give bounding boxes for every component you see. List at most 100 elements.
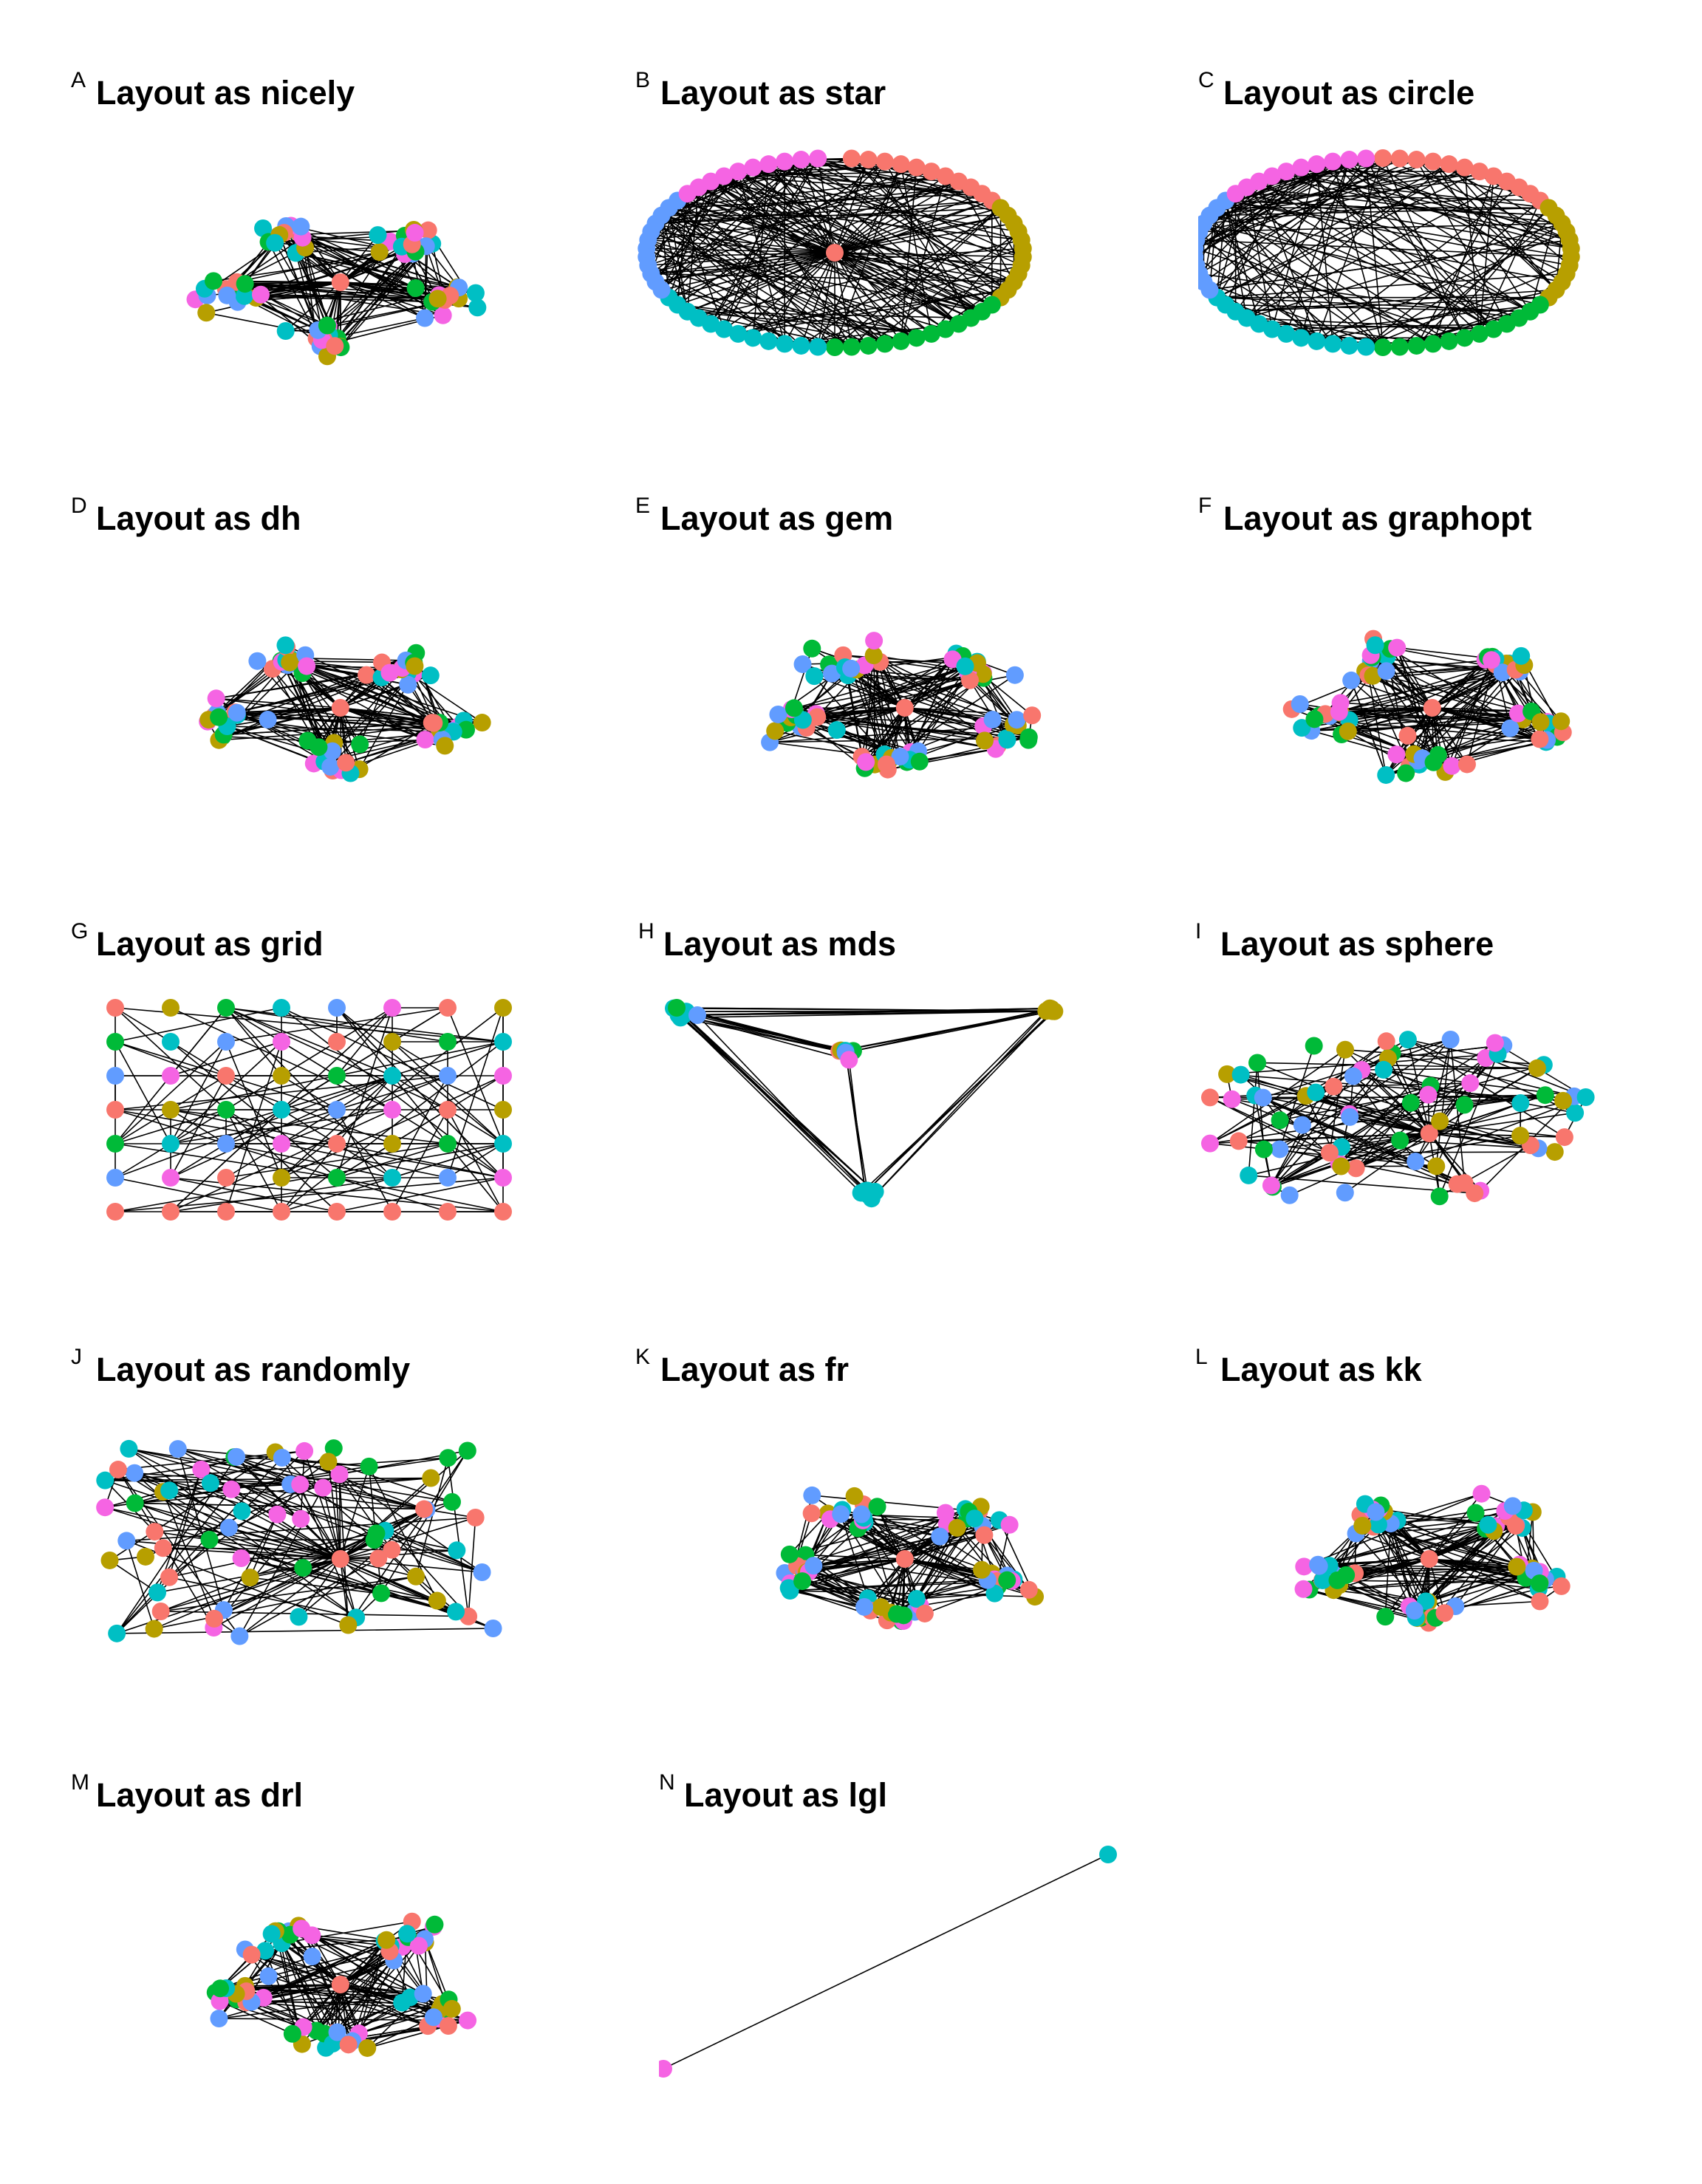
graph-node <box>417 731 434 748</box>
graph-node <box>1424 335 1442 352</box>
graph-node <box>248 652 266 670</box>
graph-node <box>337 754 355 771</box>
graph-node <box>956 658 974 675</box>
graph-node <box>273 1101 290 1119</box>
graph-node <box>211 1979 229 1997</box>
graph-node <box>1201 1135 1219 1153</box>
graph-node <box>1339 723 1357 740</box>
graph-node <box>485 1620 502 1637</box>
graph-node <box>896 699 914 717</box>
panel-lgl: N Layout as lgl <box>659 1770 1220 2184</box>
graph-node <box>222 1481 240 1498</box>
graph-node <box>1305 710 1323 728</box>
graph-node <box>406 658 423 675</box>
graph-node <box>1486 1034 1504 1052</box>
graph-node <box>414 1985 432 2002</box>
graph-node <box>865 632 883 649</box>
graph-node <box>1330 703 1348 721</box>
graph-node <box>328 1203 346 1221</box>
graph-node <box>415 1501 433 1518</box>
graph-node <box>494 1101 512 1119</box>
graph-node <box>1483 651 1500 669</box>
graph-node <box>291 1475 309 1493</box>
network-graph <box>638 919 1200 1333</box>
graph-node <box>474 1563 491 1581</box>
graph-node <box>1424 153 1442 171</box>
graph-node <box>208 689 225 707</box>
graph-node <box>263 1925 281 1943</box>
graph-node <box>340 2035 358 2053</box>
graph-node <box>294 1559 312 1577</box>
graph-node <box>220 1519 238 1537</box>
graph-node <box>876 335 894 352</box>
graph-node <box>860 337 878 355</box>
graph-node <box>1347 1159 1365 1177</box>
graph-node <box>892 332 910 350</box>
graph-node <box>273 1203 290 1221</box>
graph-node <box>266 234 284 252</box>
graph-node <box>1440 332 1458 350</box>
graph-node <box>236 275 254 293</box>
graph-node <box>857 753 875 771</box>
graph-node <box>358 2039 376 2057</box>
graph-node <box>273 999 290 1017</box>
graph-node <box>494 1033 512 1051</box>
graph-node <box>776 335 793 352</box>
graph-node <box>1340 151 1358 168</box>
graph-node <box>1344 1068 1362 1085</box>
graph-node <box>383 1135 401 1153</box>
graph-node <box>210 2010 228 2027</box>
graph-node <box>1421 1550 1438 1568</box>
graph-node <box>494 1203 512 1221</box>
panel-dh: D Layout as dh <box>71 494 632 907</box>
graph-node <box>966 1509 983 1527</box>
graph-node <box>769 706 787 723</box>
graph-node <box>1023 706 1041 724</box>
network-graph <box>71 1345 632 1758</box>
graph-node <box>233 1549 250 1567</box>
network-graph <box>1198 68 1686 482</box>
graph-node <box>1293 1116 1311 1134</box>
graph-node <box>137 1548 154 1566</box>
graph-node <box>146 1523 163 1540</box>
graph-node <box>1552 712 1570 730</box>
panel-mds: H Layout as mds <box>638 919 1200 1333</box>
graph-node <box>1357 150 1375 168</box>
graph-node <box>106 1203 124 1221</box>
network-graph <box>1198 494 1686 907</box>
graph-node <box>1546 1143 1564 1161</box>
graph-node <box>1391 1132 1409 1150</box>
graph-node <box>976 731 994 749</box>
graph-node <box>393 1994 411 2012</box>
graph-node <box>399 676 417 694</box>
graph-node <box>328 1169 346 1187</box>
graph-node <box>1254 1089 1272 1107</box>
graph-node <box>1307 1084 1325 1102</box>
graph-node <box>162 1067 180 1085</box>
graph-node <box>1577 1088 1595 1106</box>
graph-node <box>160 1481 178 1499</box>
graph-node <box>949 1519 966 1537</box>
graph-node <box>1397 764 1415 782</box>
graph-node <box>290 1608 307 1625</box>
graph-node <box>293 1919 310 1937</box>
graph-node <box>998 731 1016 748</box>
graph-node <box>273 1135 290 1153</box>
graph-node <box>937 1504 954 1522</box>
network-graph <box>71 68 632 482</box>
graph-node <box>117 1532 135 1549</box>
graph-node <box>1425 754 1443 771</box>
graph-node <box>377 1931 395 1949</box>
graph-node <box>1324 335 1342 352</box>
edge-group <box>663 1854 1108 2069</box>
graph-node <box>383 999 401 1017</box>
network-graph <box>71 494 632 907</box>
graph-node <box>201 1531 219 1549</box>
graph-node <box>295 1442 313 1460</box>
graph-node <box>1531 730 1548 748</box>
graph-node <box>439 1169 457 1187</box>
graph-node <box>809 150 827 168</box>
graph-node <box>314 1479 332 1497</box>
graph-node <box>895 1606 912 1624</box>
graph-node <box>878 756 895 774</box>
